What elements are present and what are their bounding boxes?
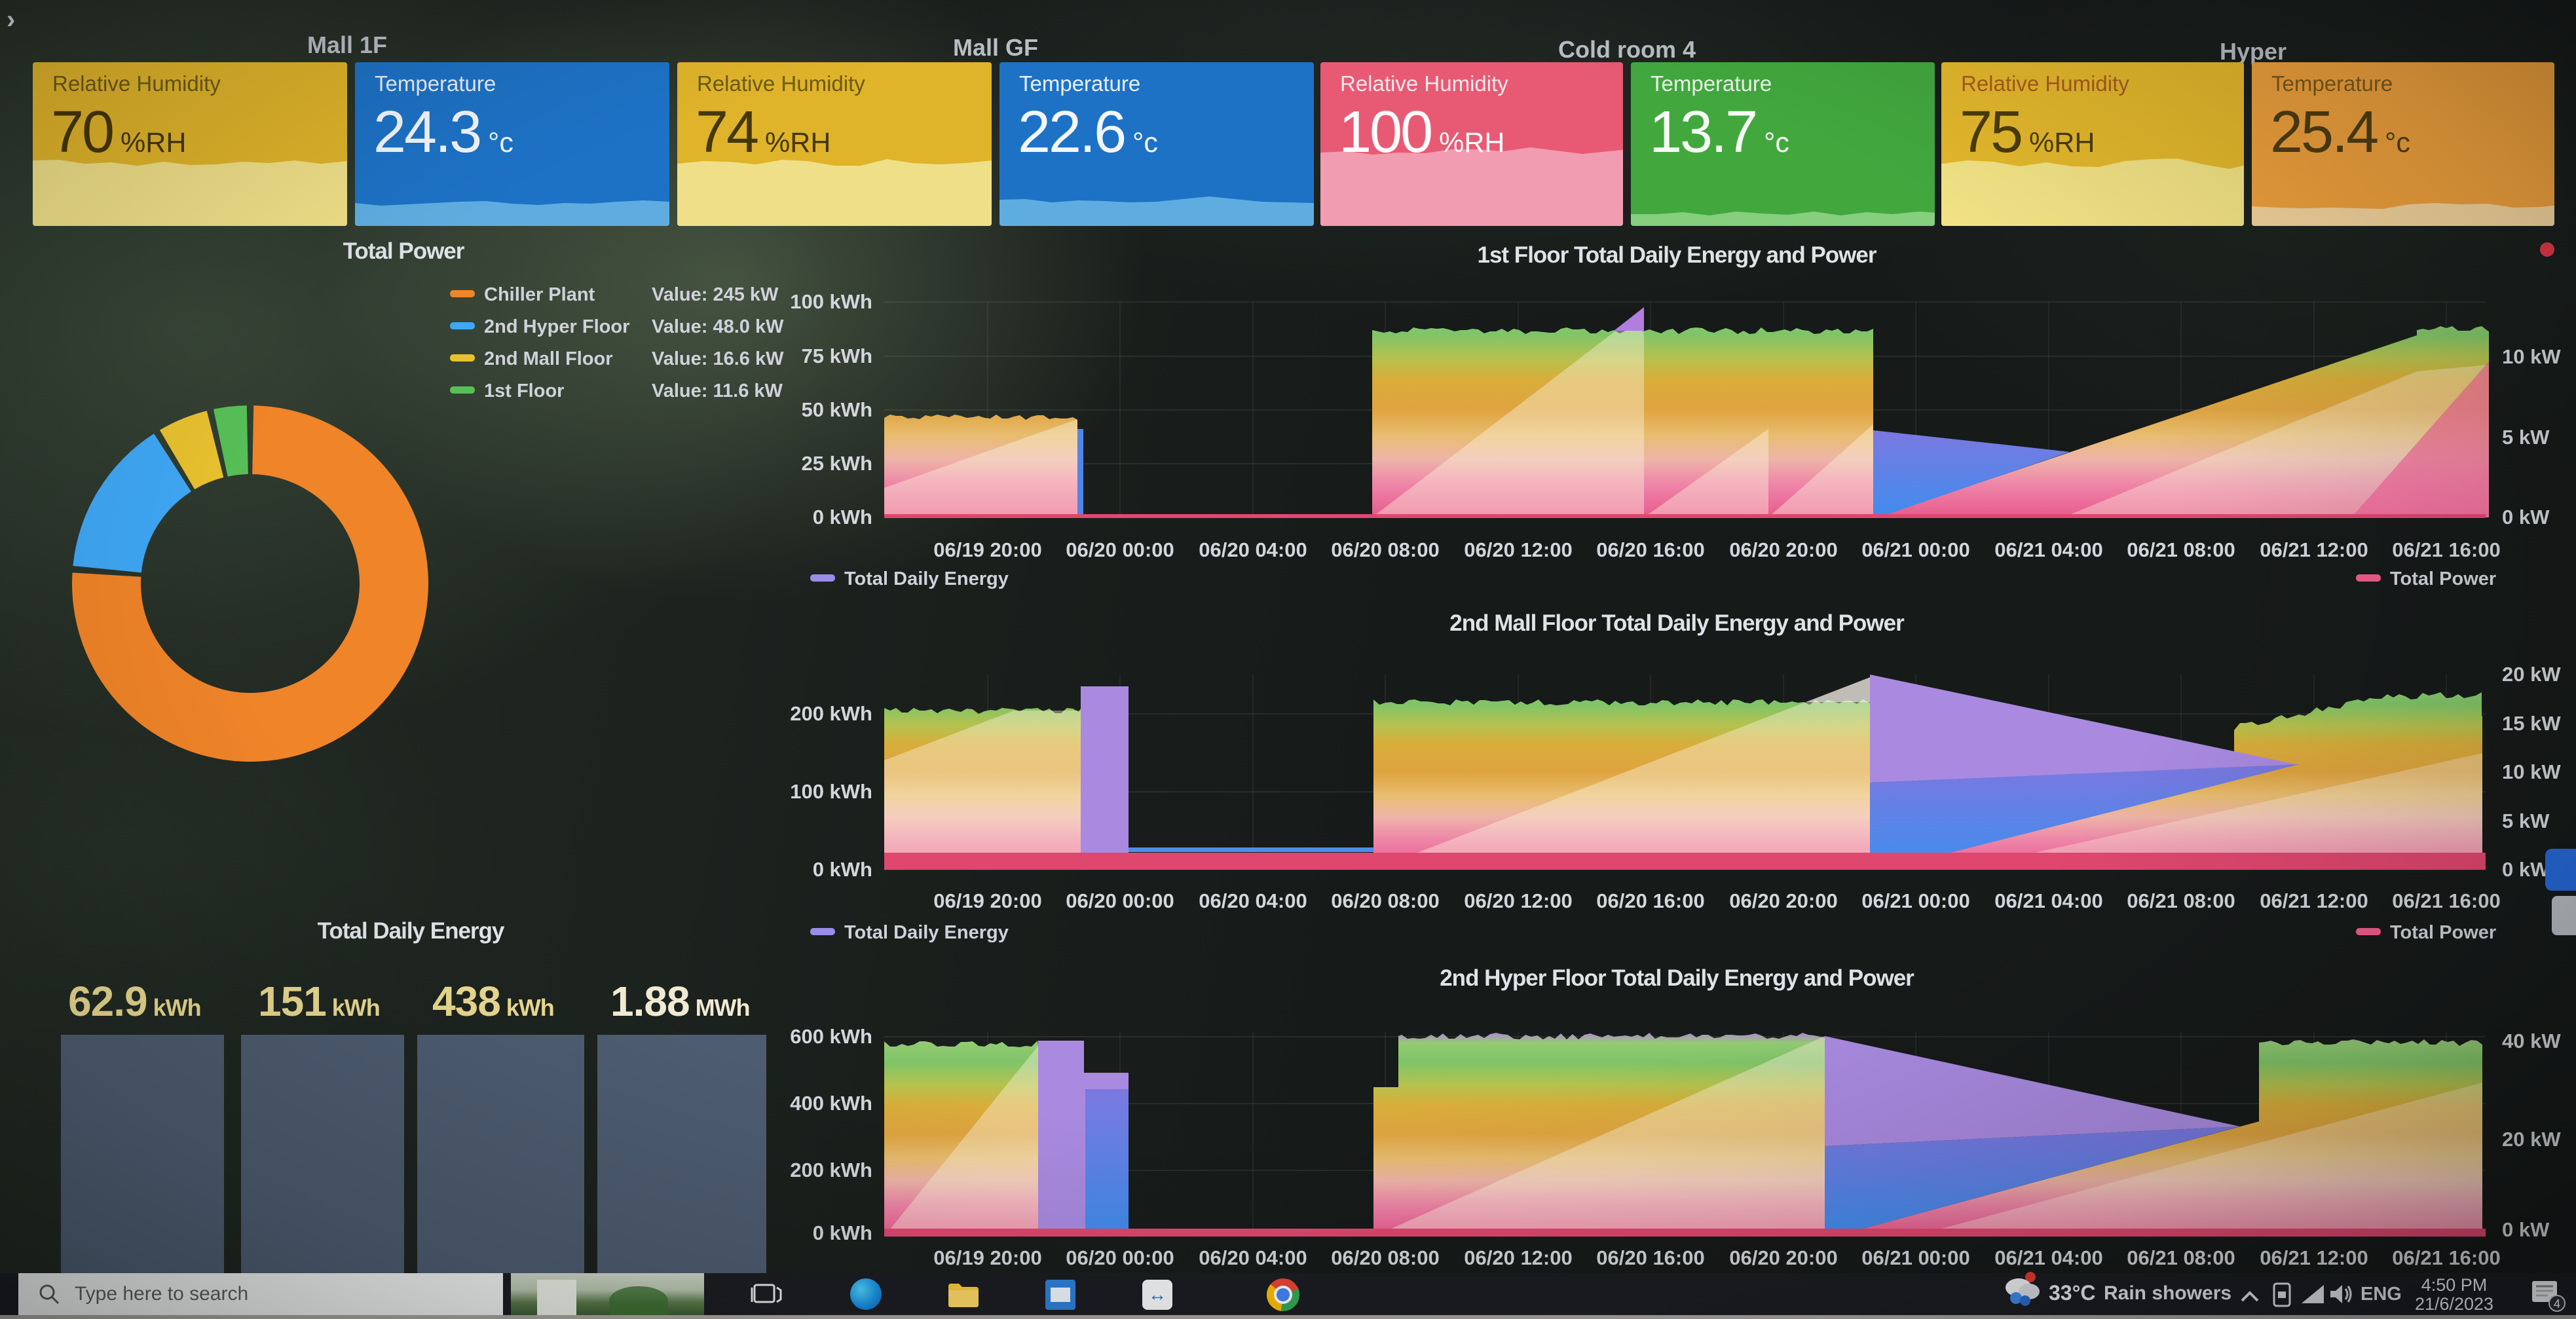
svg-text:4: 4 [2554, 1297, 2560, 1310]
